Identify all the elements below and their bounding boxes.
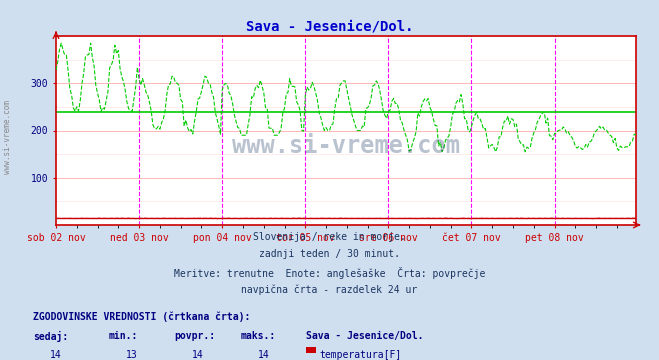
Text: 14: 14 [50, 350, 62, 360]
Text: www.si-vreme.com: www.si-vreme.com [232, 134, 460, 158]
Text: 14: 14 [192, 350, 204, 360]
Text: Slovenija / reke in morje.: Slovenija / reke in morje. [253, 232, 406, 242]
Text: 13: 13 [126, 350, 138, 360]
Text: sedaj:: sedaj: [33, 331, 68, 342]
Text: temperatura[F]: temperatura[F] [320, 350, 402, 360]
Text: zadnji teden / 30 minut.: zadnji teden / 30 minut. [259, 249, 400, 260]
Text: 14: 14 [258, 350, 270, 360]
Text: www.si-vreme.com: www.si-vreme.com [3, 100, 13, 174]
Text: povpr.:: povpr.: [175, 331, 215, 341]
Text: Sava - Jesenice/Dol.: Sava - Jesenice/Dol. [306, 331, 424, 341]
Text: Sava - Jesenice/Dol.: Sava - Jesenice/Dol. [246, 20, 413, 34]
Text: Meritve: trenutne  Enote: anglešaške  Črta: povprečje: Meritve: trenutne Enote: anglešaške Črta… [174, 267, 485, 279]
Text: navpična črta - razdelek 24 ur: navpična črta - razdelek 24 ur [241, 284, 418, 294]
Text: min.:: min.: [109, 331, 138, 341]
Text: maks.:: maks.: [241, 331, 275, 341]
Text: ZGODOVINSKE VREDNOSTI (črtkana črta):: ZGODOVINSKE VREDNOSTI (črtkana črta): [33, 311, 250, 322]
